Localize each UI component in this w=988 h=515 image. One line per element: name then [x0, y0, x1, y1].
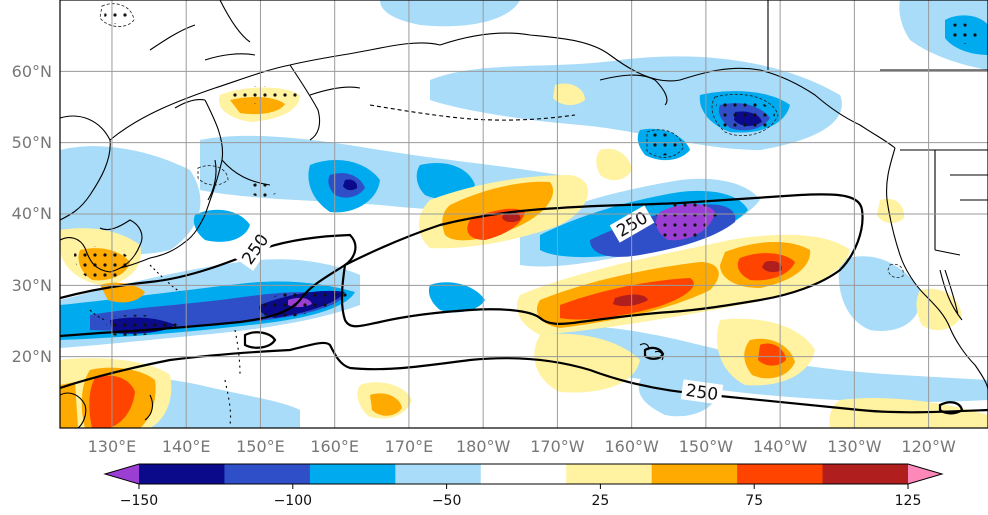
- map-border: [59, 0, 988, 429]
- colorbar-segment: [309, 464, 396, 484]
- colorbar-tick-label: −150: [120, 493, 158, 509]
- geopotential-250-contours: [60, 193, 988, 415]
- colorbar-segment: [737, 464, 824, 484]
- lat-label-30n: 30°N: [12, 276, 52, 295]
- colorbar-tick-label: 125: [895, 493, 922, 509]
- colorbar-segment: [139, 464, 225, 484]
- lon-label: 160°W: [604, 437, 659, 456]
- contour-label-3: 250: [684, 381, 719, 405]
- colorbar-tick-label: 75: [745, 493, 763, 509]
- lon-label: 140°E: [162, 437, 211, 456]
- colorbar-tick-label: −50: [432, 493, 462, 509]
- colorbar-segment: [395, 464, 482, 484]
- colorbar-segment: [822, 464, 909, 484]
- latitude-labels: 60°N 50°N 40°N 30°N 20°N: [12, 62, 52, 366]
- lon-label: 140°W: [753, 437, 808, 456]
- lon-label: 150°E: [236, 437, 285, 456]
- gridlines: [60, 0, 988, 428]
- lat-label-50n: 50°N: [12, 133, 52, 152]
- colorbar-segment: [566, 464, 653, 484]
- lon-label: 130°W: [827, 437, 882, 456]
- colorbar-segment: [224, 464, 311, 484]
- lon-label: 130°E: [88, 437, 137, 456]
- map-layers: 250 250 250: [60, 0, 988, 428]
- lon-label: 150°W: [679, 437, 734, 456]
- colorbar-extend-low: [105, 464, 139, 484]
- anomaly-dark-red: [502, 211, 783, 307]
- longitude-labels: 130°E 140°E 150°E 160°E 170°E 180°W 170°W 160°W…: [88, 437, 956, 456]
- lon-label: 170°W: [530, 437, 585, 456]
- colorbar-tick-label: −100: [274, 493, 312, 509]
- colorbar: −150 −100 −50 25 75 125: [103, 463, 944, 509]
- lon-label: 170°E: [385, 437, 434, 456]
- significance-outlines: [99, 3, 904, 278]
- lon-label: 180°W: [456, 437, 511, 456]
- colorbar-segment: [651, 464, 738, 484]
- colorbar-extend-high: [908, 464, 942, 484]
- colorbar-segment: [480, 464, 567, 484]
- lon-label: 160°E: [310, 437, 359, 456]
- lat-label-20n: 20°N: [12, 347, 52, 366]
- lon-label: 120°W: [901, 437, 956, 456]
- colorbar-tick-label: 25: [591, 493, 609, 509]
- lat-label-60n: 60°N: [12, 62, 52, 81]
- lat-label-40n: 40°N: [12, 204, 52, 223]
